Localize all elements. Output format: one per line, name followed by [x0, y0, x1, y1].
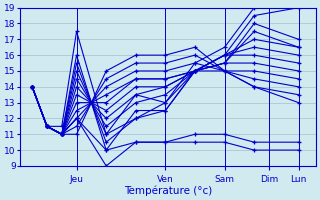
- X-axis label: Température (°c): Température (°c): [124, 185, 212, 196]
